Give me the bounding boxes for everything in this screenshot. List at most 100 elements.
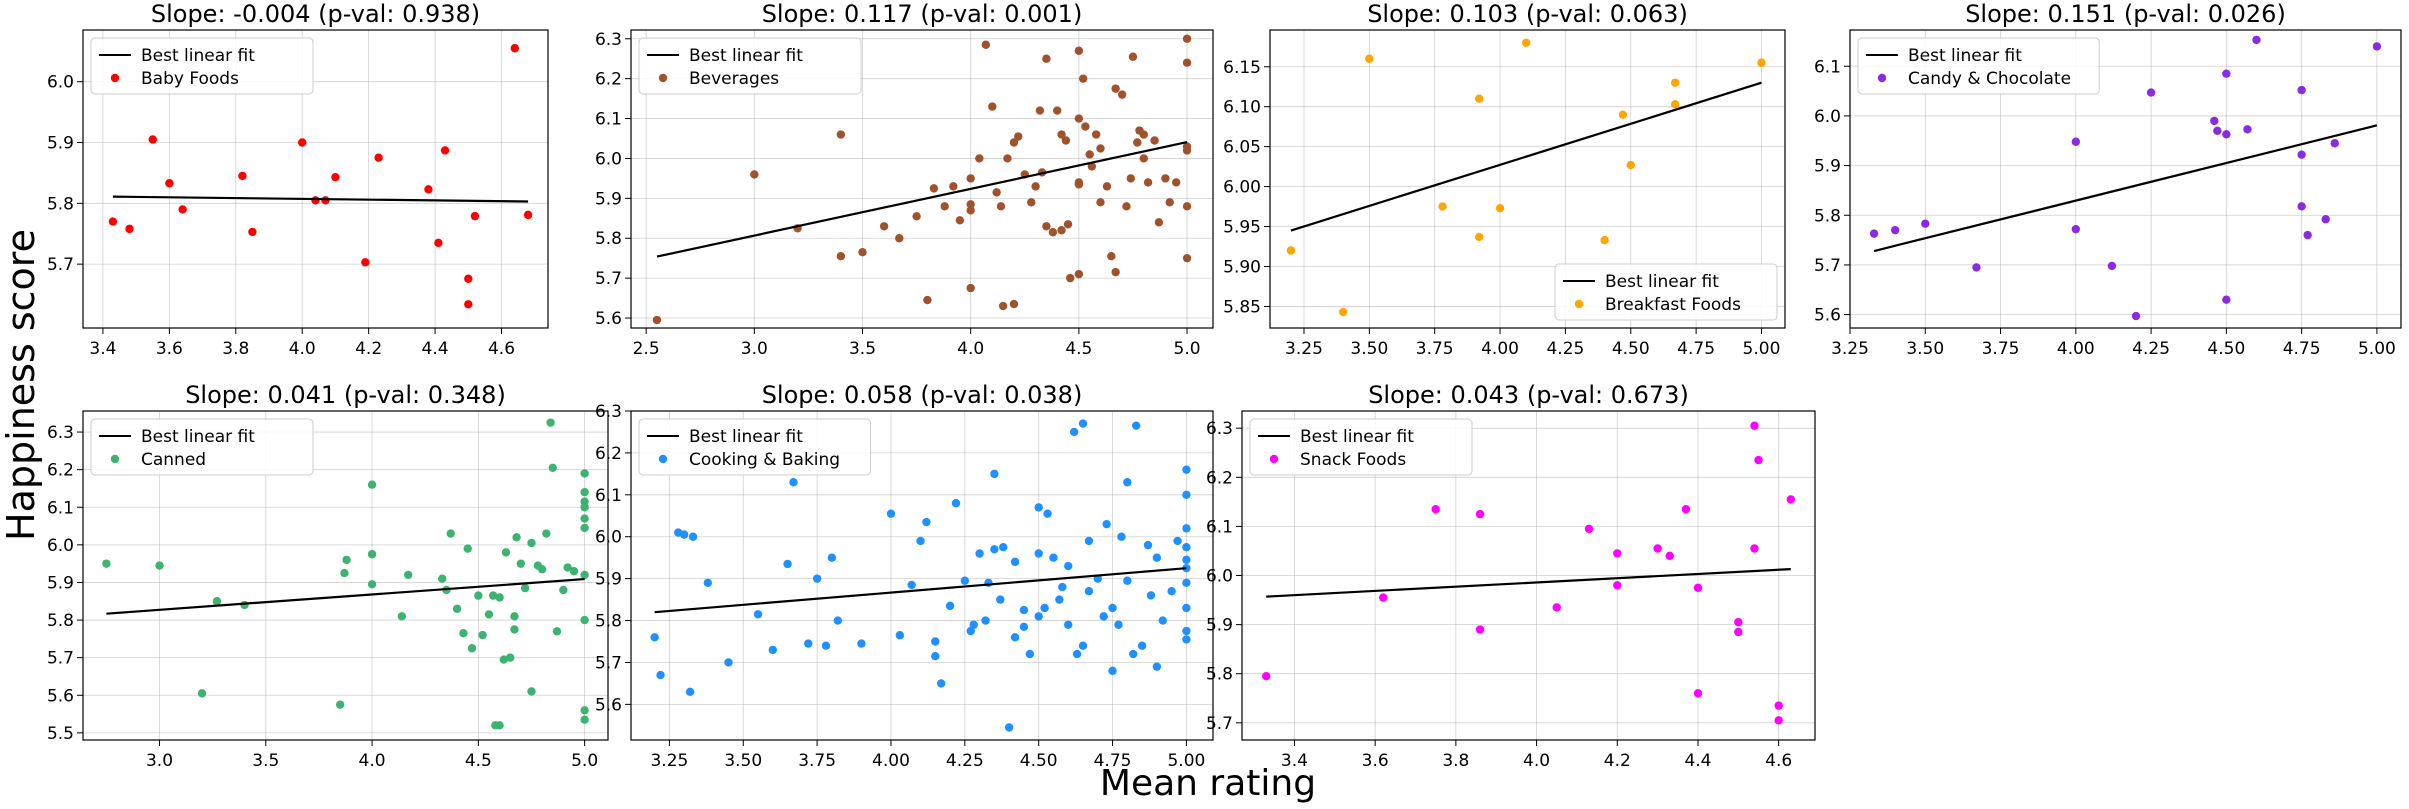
data-point bbox=[2222, 130, 2231, 139]
data-point bbox=[1035, 106, 1045, 115]
data-point bbox=[367, 550, 377, 559]
data-point bbox=[1055, 595, 1064, 604]
data-point bbox=[1004, 723, 1014, 732]
data-point bbox=[1084, 587, 1094, 596]
data-point bbox=[1040, 603, 1049, 613]
data-point bbox=[165, 179, 174, 188]
data-point bbox=[108, 217, 118, 226]
data-point bbox=[1173, 536, 1182, 546]
data-point bbox=[459, 629, 468, 638]
subplot-4: Slope: 0.151 (p-val: 0.026) 3.25 3.50 3.75 4… bbox=[1814, 0, 2402, 359]
data-point bbox=[1064, 561, 1073, 571]
data-point bbox=[1182, 202, 1192, 211]
data-point bbox=[886, 509, 896, 518]
data-point bbox=[1081, 122, 1090, 131]
y-tick-label: 6.0 bbox=[1206, 567, 1233, 587]
y-tick-label: 6.0 bbox=[47, 536, 74, 556]
axes-frame bbox=[82, 29, 549, 329]
subplot-title: Slope: 0.117 (p-val: 0.001) bbox=[762, 0, 1083, 28]
x-tick-label: 3.6 bbox=[156, 339, 183, 359]
data-point bbox=[424, 185, 433, 194]
data-point bbox=[542, 529, 551, 538]
data-point bbox=[1043, 509, 1052, 518]
data-point bbox=[1010, 557, 1020, 567]
data-point bbox=[2297, 150, 2306, 159]
data-point bbox=[940, 202, 949, 211]
data-point bbox=[1262, 671, 1271, 681]
figure-xlabel: Mean rating bbox=[1100, 763, 1316, 804]
legend-fit-label: Best linear fit bbox=[689, 46, 803, 66]
data-point bbox=[1693, 583, 1703, 592]
data-point bbox=[1613, 549, 1622, 558]
data-point bbox=[548, 463, 557, 472]
data-point bbox=[1078, 74, 1088, 83]
data-point bbox=[506, 653, 515, 662]
data-point bbox=[1123, 478, 1132, 487]
x-tick-label: 4.75 bbox=[1094, 751, 1132, 771]
x-tick-label: 3.50 bbox=[724, 751, 762, 771]
data-point bbox=[652, 315, 662, 325]
data-point bbox=[992, 188, 1001, 197]
legend-series-label: Beverages bbox=[689, 69, 779, 89]
data-point bbox=[580, 706, 589, 715]
data-point bbox=[452, 604, 462, 613]
data-point bbox=[1152, 553, 1162, 562]
data-point bbox=[1122, 202, 1131, 211]
data-point bbox=[1034, 549, 1043, 558]
legend-series-label: Candy & Chocolate bbox=[1908, 69, 2071, 89]
data-point bbox=[1137, 641, 1147, 650]
legend-box bbox=[638, 37, 862, 95]
data-point bbox=[1025, 649, 1035, 659]
data-point bbox=[656, 670, 665, 680]
x-tick-label: 5.00 bbox=[1167, 751, 1205, 771]
data-point bbox=[960, 576, 970, 585]
y-tick-label: 5.9 bbox=[47, 573, 74, 593]
data-point bbox=[527, 687, 536, 696]
data-point bbox=[1921, 219, 1930, 228]
y-tick-label: 5.9 bbox=[595, 189, 622, 209]
subplot-title: Slope: 0.041 (p-val: 0.348) bbox=[185, 381, 506, 409]
legend: Best linear fit Candy & Chocolate bbox=[1857, 37, 2100, 95]
data-point bbox=[1102, 182, 1112, 191]
data-point bbox=[1014, 132, 1023, 141]
data-point bbox=[789, 478, 798, 487]
data-point bbox=[1074, 114, 1084, 123]
x-tick-label: 3.75 bbox=[798, 751, 836, 771]
data-point bbox=[1111, 267, 1120, 277]
y-tick-label: 5.90 bbox=[1223, 257, 1261, 277]
data-point bbox=[2146, 88, 2156, 97]
data-point bbox=[2071, 224, 2081, 234]
data-point bbox=[1286, 246, 1296, 255]
y-tick-label: 6.2 bbox=[1206, 468, 1233, 488]
data-point bbox=[467, 644, 477, 653]
x-tick-label: 2.5 bbox=[633, 339, 660, 359]
x-tick-label: 3.75 bbox=[1982, 339, 2020, 359]
data-point bbox=[1058, 582, 1067, 592]
data-point bbox=[1182, 555, 1191, 564]
data-point bbox=[879, 222, 889, 231]
data-point bbox=[1129, 649, 1138, 659]
axes-frame bbox=[630, 29, 1214, 329]
data-point bbox=[1128, 52, 1138, 61]
subplot-title: Slope: -0.004 (p-val: 0.938) bbox=[151, 0, 480, 28]
data-point bbox=[1048, 228, 1058, 237]
y-tick-label: 6.1 bbox=[47, 498, 74, 518]
data-point bbox=[929, 184, 939, 193]
legend: Best linear fit Cooking & Baking bbox=[638, 418, 872, 476]
data-point bbox=[1114, 620, 1123, 629]
data-point bbox=[1111, 84, 1120, 93]
data-point bbox=[2297, 85, 2306, 95]
data-point bbox=[916, 536, 925, 546]
x-tick-label: 4.50 bbox=[2207, 339, 2245, 359]
data-point bbox=[1475, 625, 1485, 634]
data-point bbox=[367, 580, 377, 589]
data-point bbox=[1431, 505, 1440, 514]
data-point bbox=[912, 212, 921, 221]
axes-frame bbox=[630, 410, 1214, 741]
data-point bbox=[1031, 182, 1040, 191]
data-point bbox=[148, 135, 157, 144]
data-point bbox=[949, 182, 958, 191]
data-point bbox=[1182, 543, 1191, 552]
data-point bbox=[688, 532, 698, 541]
